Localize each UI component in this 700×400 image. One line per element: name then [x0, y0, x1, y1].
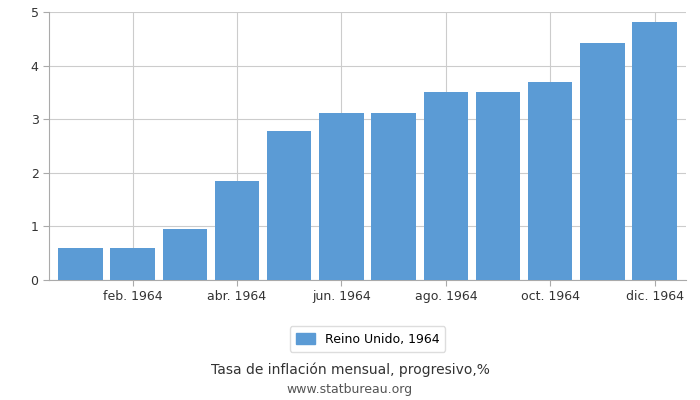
Text: www.statbureau.org: www.statbureau.org — [287, 384, 413, 396]
Bar — [372, 113, 416, 280]
Bar — [111, 248, 155, 280]
Legend: Reino Unido, 1964: Reino Unido, 1964 — [290, 326, 445, 352]
Bar — [424, 92, 468, 280]
Bar — [476, 92, 520, 280]
Bar — [215, 181, 259, 280]
Bar — [319, 113, 363, 280]
Bar — [580, 42, 624, 280]
Bar — [267, 131, 312, 280]
Bar — [162, 229, 207, 280]
Text: Tasa de inflación mensual, progresivo,%: Tasa de inflación mensual, progresivo,% — [211, 363, 489, 377]
Bar — [58, 248, 102, 280]
Bar — [633, 22, 677, 280]
Bar — [528, 82, 573, 280]
